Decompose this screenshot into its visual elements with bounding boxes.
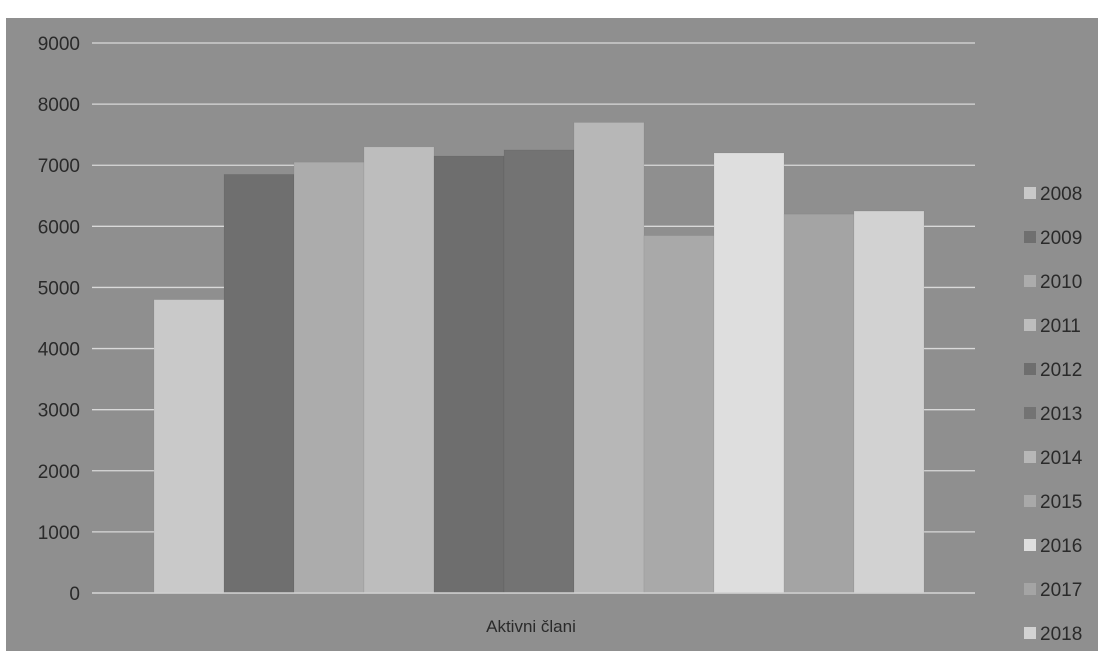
bar-2014 [573,122,645,594]
bar-2016 [713,152,785,594]
y-tick-label: 3000 [38,401,80,422]
legend-swatch-2011 [1024,319,1036,331]
legend-label-2009: 2009 [1040,228,1082,249]
legend-swatch-2017 [1024,583,1036,595]
y-axis: 0 1000 2000 3000 4000 5000 6000 7000 8000 9000 [38,34,80,605]
y-tick-label: 5000 [38,278,80,299]
bar-2011 [363,146,435,594]
bar-2015 [643,235,715,594]
bars [92,122,975,594]
legend-swatch-2015 [1024,495,1036,507]
legend-swatch-2009 [1024,231,1036,243]
y-tick-label: 7000 [38,156,80,177]
y-tick-label: 8000 [38,95,80,116]
legend-label-2018: 2018 [1040,624,1082,645]
y-tick-label: 6000 [38,217,80,238]
bar-2018 [853,210,925,594]
legend-swatch-2012 [1024,363,1036,375]
bar-2012 [433,155,505,594]
legend-label-2017: 2017 [1040,580,1082,601]
y-tick-label: 9000 [38,34,80,55]
bar-2010 [293,161,365,594]
bar-2008 [153,299,225,594]
legend-swatch-2010 [1024,275,1036,287]
legend: 2008 2009 2010 2011 2012 2013 2014 2015 2016 2017… [1024,184,1083,645]
legend-label-2010: 2010 [1040,272,1082,293]
legend-label-2012: 2012 [1040,360,1082,381]
legend-swatch-2008 [1024,187,1036,199]
bar-2017 [783,213,855,594]
y-tick-label: 1000 [38,523,80,544]
bar-2013 [503,149,575,594]
legend-swatch-2018 [1024,627,1036,639]
legend-swatch-2014 [1024,451,1036,463]
legend-swatch-2013 [1024,407,1036,419]
legend-label-2016: 2016 [1040,536,1082,557]
y-tick-label: 0 [69,584,80,605]
legend-swatch-2016 [1024,539,1036,551]
bar-2009 [223,174,295,594]
legend-label-2015: 2015 [1040,492,1082,513]
legend-label-2014: 2014 [1040,448,1083,469]
y-tick-label: 4000 [38,340,80,361]
legend-label-2013: 2013 [1040,404,1082,425]
legend-label-2011: 2011 [1040,316,1081,337]
legend-label-2008: 2008 [1040,184,1082,205]
y-tick-label: 2000 [38,462,80,483]
category-label: Aktivni člani [486,617,576,636]
